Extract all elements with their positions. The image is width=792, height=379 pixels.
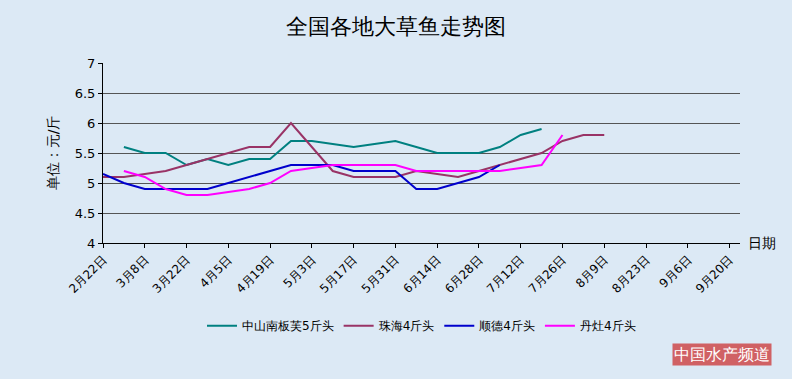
svg-text:2月22日: 2月22日 xyxy=(66,253,109,296)
svg-text:5月31日: 5月31日 xyxy=(359,253,402,296)
svg-text:6.5: 6.5 xyxy=(75,86,96,101)
svg-text:全国各地大草鱼走势图: 全国各地大草鱼走势图 xyxy=(286,14,506,39)
svg-text:丹灶4斤头: 丹灶4斤头 xyxy=(580,319,636,333)
svg-text:3月8日: 3月8日 xyxy=(113,253,151,291)
svg-text:3月22日: 3月22日 xyxy=(150,253,193,296)
svg-text:7: 7 xyxy=(87,56,95,71)
svg-text:中国水产频道: 中国水产频道 xyxy=(674,345,770,364)
svg-text:8月9日: 8月9日 xyxy=(573,253,611,291)
svg-text:4: 4 xyxy=(87,236,95,251)
svg-text:5月3日: 5月3日 xyxy=(281,253,319,291)
svg-text:7月26日: 7月26日 xyxy=(526,253,569,296)
svg-text:6: 6 xyxy=(87,116,95,131)
svg-text:日期: 日期 xyxy=(748,235,776,251)
svg-text:9月20日: 9月20日 xyxy=(693,253,736,296)
svg-text:6月14日: 6月14日 xyxy=(400,253,443,296)
svg-text:6月28日: 6月28日 xyxy=(442,253,485,296)
svg-text:4.5: 4.5 xyxy=(75,206,96,221)
svg-text:5: 5 xyxy=(87,176,95,191)
svg-text:珠海4斤头: 珠海4斤头 xyxy=(379,319,435,333)
svg-text:单位：元/斤: 单位：元/斤 xyxy=(45,116,61,191)
svg-text:顺德4斤头: 顺德4斤头 xyxy=(479,319,535,333)
svg-text:9月6日: 9月6日 xyxy=(656,253,694,291)
svg-text:4月19日: 4月19日 xyxy=(233,253,276,296)
svg-text:5.5: 5.5 xyxy=(75,146,96,161)
svg-text:5月17日: 5月17日 xyxy=(317,253,360,296)
svg-text:4月5日: 4月5日 xyxy=(197,253,235,291)
svg-text:中山南板芙5斤头: 中山南板芙5斤头 xyxy=(242,319,334,333)
svg-text:8月23日: 8月23日 xyxy=(609,253,652,296)
svg-text:7月12日: 7月12日 xyxy=(484,253,527,296)
